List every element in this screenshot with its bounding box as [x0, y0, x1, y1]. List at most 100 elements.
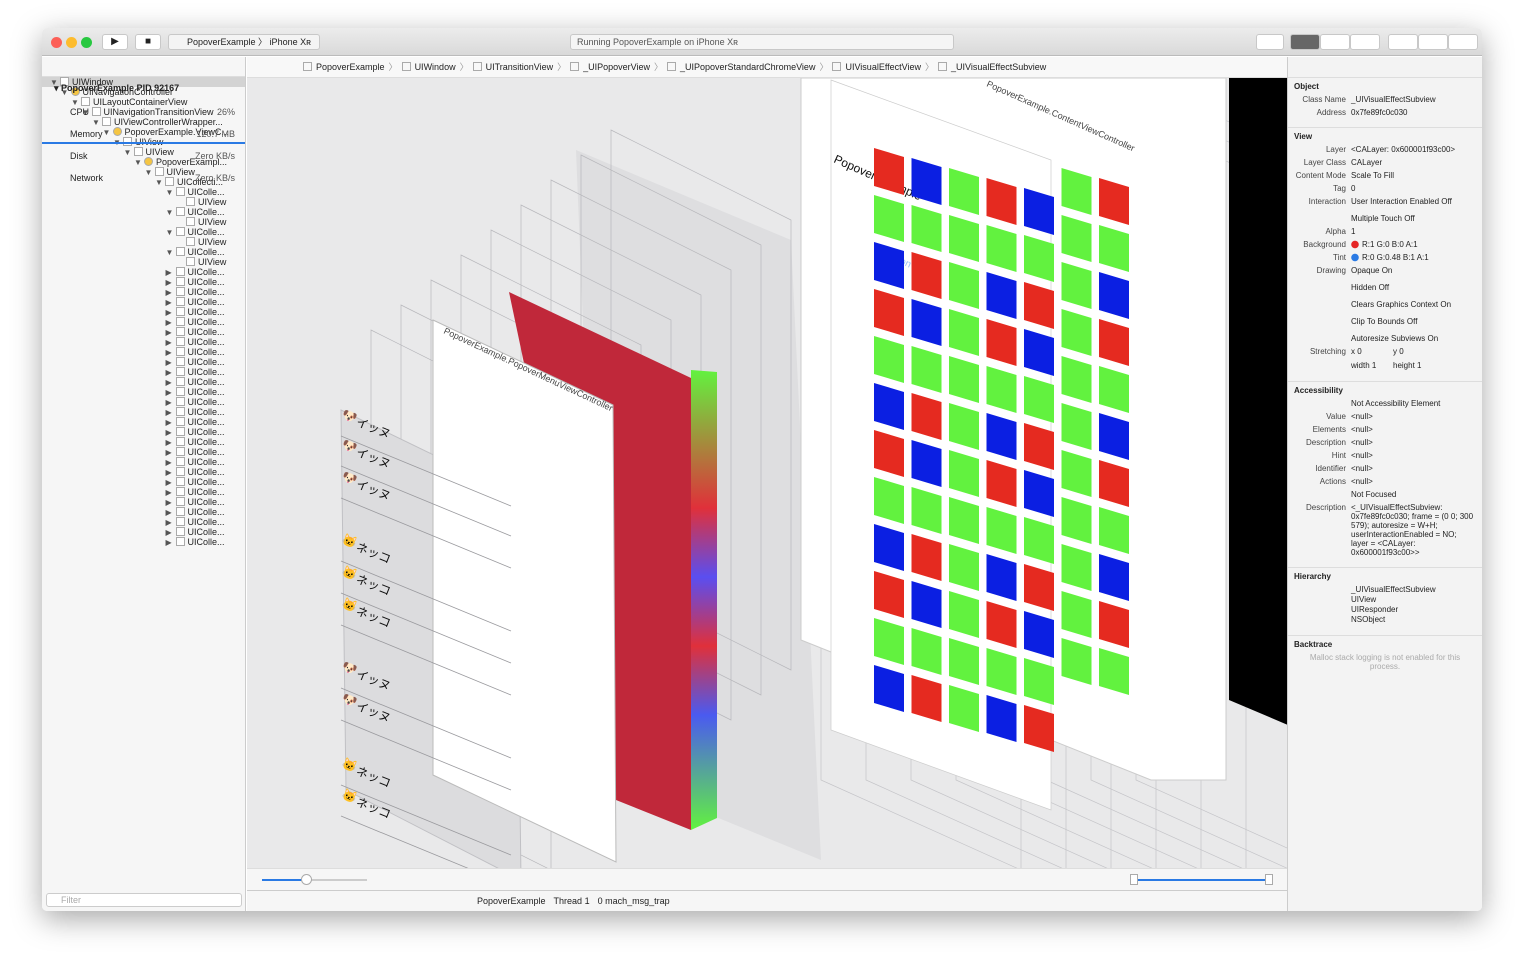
tree-row[interactable]: UIView [42, 257, 245, 267]
tree-row[interactable]: ▶ UIColle... [42, 477, 245, 487]
breadcrumb-item[interactable]: _UIPopoverView 〉 [570, 62, 663, 72]
gauge-row[interactable]: CPU 26% [42, 102, 245, 122]
tree-row[interactable]: ▼ UIColle... [42, 247, 245, 257]
collection-cell [1061, 309, 1092, 356]
toggle-inspector[interactable] [1448, 34, 1478, 50]
collection-cell [949, 544, 979, 591]
tree-row[interactable]: ▼ UINavigationController [42, 87, 245, 97]
toggle-debug[interactable] [1418, 34, 1448, 50]
tree-row[interactable]: ▶ UIColle... [42, 417, 245, 427]
tree-row[interactable]: ▶ UIColle... [42, 457, 245, 467]
tree-row[interactable]: ▶ UIColle... [42, 357, 245, 367]
scheme-selector[interactable]: PopoverExample 〉 iPhone Xʀ [168, 34, 320, 50]
disclosure: ▼ [102, 128, 111, 137]
row-values: User Interaction Enabled Off Multiple Tou… [1351, 197, 1476, 223]
gauge-row[interactable]: Memory 120.7 MB [42, 124, 245, 144]
tree-row[interactable]: ▼ UICollecti... [42, 177, 245, 187]
tree-row[interactable]: ▼ PopoverExample.ViewC... [42, 127, 245, 137]
filter-field[interactable]: Filter [46, 893, 242, 907]
collection-cell [911, 252, 942, 299]
range-end[interactable] [1265, 874, 1273, 885]
stop-button[interactable]: ■ [135, 34, 161, 50]
tree-row[interactable]: ▶ UIColle... [42, 267, 245, 277]
zoom[interactable] [81, 37, 92, 48]
tree-row[interactable]: ▼ UIView [42, 167, 245, 177]
breadcrumb-item[interactable]: PopoverExample 〉 [303, 62, 398, 72]
tree-row[interactable]: ▶ UIColle... [42, 367, 245, 377]
close[interactable] [51, 37, 62, 48]
debug-crumb[interactable]: Thread 1 [554, 896, 590, 906]
disclosure: ▼ [134, 158, 142, 167]
editor-assistant[interactable] [1320, 34, 1350, 50]
tree-row[interactable]: ▼ UIView [42, 147, 245, 157]
inspector-row: Description <_UIVisualEffectSubview: 0x7f… [1294, 503, 1476, 557]
debug-crumb[interactable]: PopoverExample [477, 896, 546, 906]
tree-row[interactable]: ▶ UIColle... [42, 397, 245, 407]
tree-row[interactable]: ▶ UIColle... [42, 327, 245, 337]
tree-row[interactable]: ▶ UIColle... [42, 377, 245, 387]
tree-row[interactable]: ▼ UIColle... [42, 207, 245, 217]
crumb-sep: 〉 [459, 62, 469, 72]
tree-row[interactable]: ▶ UIColle... [42, 427, 245, 437]
collection-cell [874, 571, 904, 618]
tree-row[interactable]: UIView [42, 217, 245, 227]
tree-row[interactable]: ▶ UIColle... [42, 497, 245, 507]
tree-row[interactable]: ▼ UILayoutContainerView [42, 97, 245, 107]
breadcrumb-item[interactable]: UITransitionView 〉 [472, 62, 566, 72]
gauge-row[interactable]: Disk Zero KB/s [42, 146, 245, 166]
tree-row[interactable]: ▶ UIColle... [42, 507, 245, 517]
breadcrumb-item[interactable]: _UIPopoverStandardChromeView 〉 [667, 62, 828, 72]
tree-row[interactable]: UIView [42, 197, 245, 207]
process-row[interactable]: ▾ PopoverExample PID 92167 [54, 83, 180, 93]
tree-row[interactable]: ▼ UINavigationTransitionView [42, 107, 245, 117]
gauge-value: 26% [216, 107, 235, 117]
collection-cell [986, 507, 1017, 554]
disclosure: ▶ [165, 458, 172, 467]
tree-row[interactable]: ▼ UIViewControllerWrapper... [42, 117, 245, 127]
tree-row[interactable]: ▼ UIWindow [42, 77, 245, 87]
tree-row[interactable]: ▶ UIColle... [42, 487, 245, 497]
gauge-row[interactable]: Network Zero KB/s [42, 168, 245, 188]
tree-row[interactable]: ▶ UIColle... [42, 317, 245, 327]
toggle-navigator[interactable] [1388, 34, 1418, 50]
tree-row[interactable]: ▶ UIColle... [42, 277, 245, 287]
debug-crumb[interactable]: 0 mach_msg_trap [598, 896, 670, 906]
tree-row[interactable]: ▶ UIColle... [42, 387, 245, 397]
row-label: Stretching [1309, 347, 1346, 356]
run-button[interactable]: ▶ [102, 34, 128, 50]
tree-row[interactable]: ▶ UIColle... [42, 517, 245, 527]
breadcrumb-item[interactable]: UIWindow 〉 [401, 62, 469, 72]
tree-row[interactable]: ▶ UIColle... [42, 297, 245, 307]
minimize[interactable] [66, 37, 77, 48]
tree-row[interactable]: ▶ UIColle... [42, 337, 245, 347]
tree-row[interactable]: ▶ UIColle... [42, 287, 245, 297]
view-label: UIColle... [187, 387, 225, 397]
view-label: UIColle... [187, 537, 225, 547]
tree-row[interactable]: ▶ UIColle... [42, 537, 245, 547]
view-icon [102, 117, 111, 126]
row-value: User Interaction Enabled Off [1351, 197, 1452, 206]
breadcrumb-item[interactable]: UIVisualEffectView 〉 [832, 62, 934, 72]
tree-row[interactable]: UIView [42, 237, 245, 247]
tree-row[interactable]: ▶ UIColle... [42, 407, 245, 417]
collection-cell [1099, 272, 1129, 319]
tree-row[interactable]: ▶ UIColle... [42, 347, 245, 357]
tree-row[interactable]: ▼ UIColle... [42, 227, 245, 237]
tree-row[interactable]: ▼ UIColle... [42, 187, 245, 197]
tree-row[interactable]: ▶ UIColle... [42, 527, 245, 537]
library-button[interactable] [1256, 34, 1284, 50]
tree-row[interactable]: ▶ UIColle... [42, 307, 245, 317]
tree-row[interactable]: ▶ UIColle... [42, 467, 245, 477]
disclosure: ▶ [165, 388, 172, 397]
spacing-slider[interactable] [301, 874, 312, 885]
row-values: <null> [1351, 451, 1476, 460]
breadcrumb-item[interactable]: _UIVisualEffectSubview [938, 62, 1046, 72]
editor-standard[interactable] [1290, 34, 1320, 50]
row-value: <null> [1351, 438, 1373, 447]
tree-row[interactable]: ▶ UIColle... [42, 447, 245, 457]
tree-row[interactable]: ▶ UIColle... [42, 437, 245, 447]
tree-row[interactable]: ▼ PopoverExampl... [42, 157, 245, 167]
range-start[interactable] [1130, 874, 1138, 885]
separator [340, 592, 512, 664]
editor-version[interactable] [1350, 34, 1380, 50]
